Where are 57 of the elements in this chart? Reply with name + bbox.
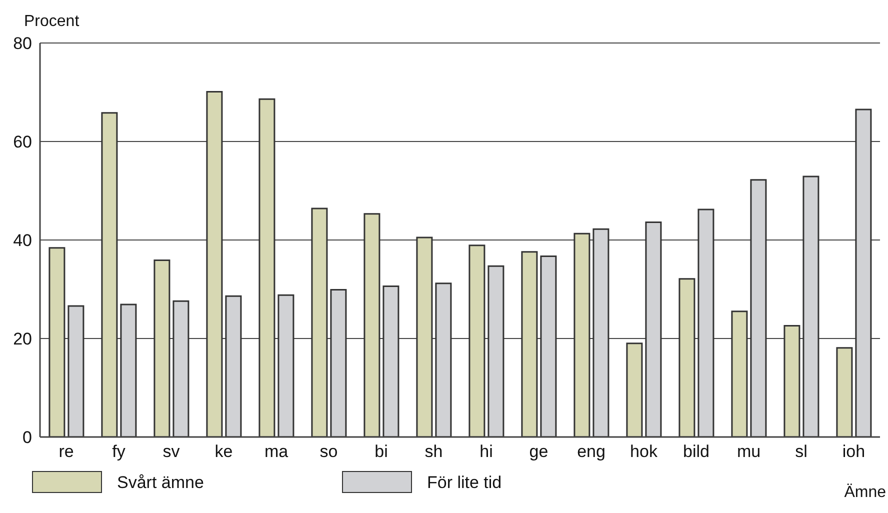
bar [750,179,767,437]
x-tick-label: sv [162,442,180,462]
bar [574,232,590,437]
bar [592,228,610,437]
legend-label: För lite tid [427,473,502,493]
bar [364,213,380,437]
x-axis-title: Ämne [844,484,886,502]
bar [855,108,872,437]
y-tick-label: 0 [22,428,32,448]
bar [540,256,557,437]
bar [330,288,347,437]
bar [468,244,486,437]
x-tick-label: hok [630,442,658,462]
bar [225,295,242,437]
bar [678,278,696,437]
bar [645,222,662,437]
x-tick-label: ge [529,442,548,462]
bar [802,176,820,437]
bar [258,98,276,437]
bar [784,324,800,437]
bar [488,265,504,437]
bar [836,347,853,437]
x-tick-label: so [320,442,338,462]
bar [278,294,294,437]
bar [382,286,400,437]
x-tick-label: sl [795,442,808,462]
x-tick-label: mu [736,442,761,462]
bar [416,236,433,437]
x-tick-label: sh [424,442,443,462]
x-tick-label: hi [480,442,493,462]
x-tick-label: fy [112,442,126,462]
bar [521,251,538,437]
bar [435,282,452,437]
x-tick-label: ioh [842,442,866,462]
x-tick-label: re [58,442,74,462]
bar [626,342,643,437]
bar [206,91,223,437]
bar [154,259,170,437]
x-tick-label: eng [577,442,606,462]
bar [120,304,137,437]
bar [48,247,66,437]
bar [698,208,714,437]
bar [731,310,748,437]
y-tick-label: 40 [13,231,32,250]
y-tick-label: 20 [13,330,32,349]
x-tick-label: ke [214,442,233,462]
bar [311,208,328,437]
bar [101,112,118,437]
y-axis-title: Procent [24,13,80,31]
bar [68,305,84,437]
y-tick-label: 80 [13,34,32,54]
x-tick-label: bi [374,442,388,462]
y-tick-label: 60 [13,132,32,152]
x-tick-label: ma [264,442,289,462]
bar [172,300,190,437]
x-tick-label: bild [683,442,710,462]
legend-label: Svårt ämne [117,473,204,493]
